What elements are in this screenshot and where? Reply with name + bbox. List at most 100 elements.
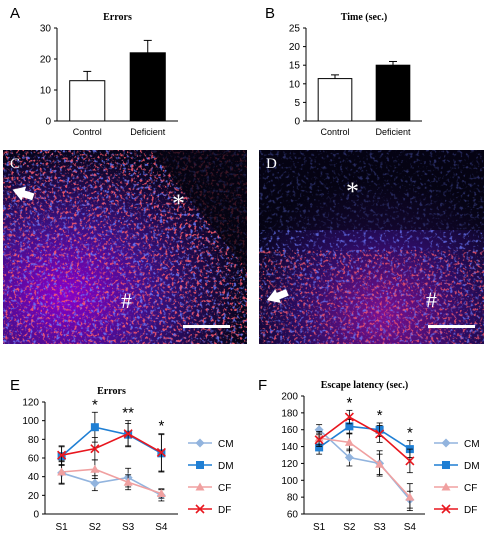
chart-b-ytick-label: 10 xyxy=(289,79,301,90)
chart-e-series-df-marker-df xyxy=(156,447,166,457)
chart-e-legend-dm-marker-dm xyxy=(196,461,204,469)
chart-e-series-df-marker-df xyxy=(123,429,133,439)
chart-e-series-df-line xyxy=(61,432,162,456)
chart-a-bar-control xyxy=(69,80,106,122)
chart-f-ytick-label: 120 xyxy=(281,459,298,470)
chart-f-series-df-marker-df xyxy=(344,412,354,422)
chart-f-ytick-label: 140 xyxy=(281,442,298,453)
chart-b-ytick-label: 15 xyxy=(289,61,301,72)
chart-f-ytick-label: 200 xyxy=(281,392,298,403)
chart-f-series-dm-marker-dm xyxy=(315,443,324,452)
scale-bar-d xyxy=(428,325,475,328)
chart-f-ytick-label: 160 xyxy=(281,425,298,436)
micrograph-c: C * # xyxy=(3,150,247,344)
chart-e-legend-cm-label: CM xyxy=(218,439,234,450)
chart-f-legend-cf-label: CF xyxy=(464,483,477,494)
chart-e-series-cm-line xyxy=(61,472,162,497)
chart-f-series-cm-marker-cm xyxy=(314,425,324,435)
chart-e-ytick-label: 20 xyxy=(28,491,40,502)
chart-f-legend-dm-marker-dm xyxy=(442,461,450,469)
chart-e-significance: ** xyxy=(122,405,134,422)
chart-e-series-cf-line xyxy=(61,468,162,495)
chart-f-series-df-marker-df xyxy=(405,456,415,466)
chart-f-legend-dm-label: DM xyxy=(464,461,480,472)
chart-f-ytick-label: 80 xyxy=(287,493,299,504)
chart-f-category-label: S4 xyxy=(404,522,417,533)
chart-f-significance: * xyxy=(407,425,413,442)
chart-f-series-cf-marker-cf xyxy=(405,492,415,501)
chart-a-title: Errors xyxy=(103,12,132,23)
micrograph-c-asterisk: * xyxy=(172,189,185,218)
chart-f-series-cm-marker-cm xyxy=(344,453,354,463)
chart-e-title: Errors xyxy=(97,386,126,397)
chart-e-ytick-label: 100 xyxy=(22,416,39,427)
chart-e-series-dm-marker-dm xyxy=(90,423,99,432)
chart-e-series-cm-marker-cm xyxy=(90,478,100,488)
chart-e-series-cf-marker-cf xyxy=(57,467,67,476)
chart-b-ytick-label: 25 xyxy=(289,24,301,35)
chart-f-category-label: S2 xyxy=(343,522,356,533)
chart-f-series-cf-marker-cf xyxy=(344,437,354,446)
chart-f-title: Escape latency (sec.) xyxy=(321,380,408,391)
chart-f-series-dm-marker-dm xyxy=(345,422,354,431)
arrow-c-icon xyxy=(12,186,35,201)
panel-letter-e: E xyxy=(10,377,20,394)
chart-f-series-df-marker-df xyxy=(314,435,324,445)
chart-f-legend-cm-marker-cm xyxy=(441,438,451,448)
arrow-d-icon xyxy=(266,289,289,304)
chart-e-legend-dm-label: DM xyxy=(218,461,234,472)
panel-letter-c: C xyxy=(10,156,20,172)
chart-b-ytick-label: 20 xyxy=(289,42,301,53)
chart-f-series-cf-marker-cf xyxy=(375,459,385,468)
chart-f-series-cf-line xyxy=(319,437,411,498)
chart-e-series-cf-marker-cf xyxy=(90,464,100,473)
chart-b-title: Time (sec.) xyxy=(341,12,387,23)
chart-f-series-df-marker-df xyxy=(375,429,385,439)
chart-a-category-label: Control xyxy=(73,127,102,137)
micrograph-d: D * # xyxy=(259,150,484,344)
chart-e-category-label: S2 xyxy=(89,522,102,533)
chart-f-escape-latency: Escape latency (sec.) 60 80 100 120 140 160 180… xyxy=(281,380,479,533)
panel-letter-b: B xyxy=(265,5,275,22)
chart-e-category-label: S4 xyxy=(155,522,168,533)
chart-f-legend-cf-marker-cf xyxy=(441,482,451,491)
chart-f-ytick-label: 60 xyxy=(287,510,299,521)
chart-a-errors: Errors 0 10 20 30 Control Deficient xyxy=(40,12,178,137)
chart-a-ytick-label: 10 xyxy=(40,86,52,97)
chart-e-ytick-label: 120 xyxy=(22,398,39,409)
chart-a-bar-deficient xyxy=(129,52,166,122)
chart-a-category-label: Deficient xyxy=(130,127,166,137)
chart-f-category-label: S1 xyxy=(313,522,326,533)
chart-f-legend-df-label: DF xyxy=(464,505,477,516)
chart-b-category-label: Control xyxy=(320,127,349,137)
chart-f-significance: * xyxy=(377,407,383,424)
chart-e-series-dm-line xyxy=(61,426,162,457)
chart-e-legend-cm-marker-cm xyxy=(195,438,205,448)
chart-f-category-label: S3 xyxy=(374,522,387,533)
chart-b-ytick-label: 0 xyxy=(294,117,300,128)
panel-letter-f: F xyxy=(258,377,267,394)
chart-f-series-df-line xyxy=(318,416,411,462)
chart-a-ytick-label: 20 xyxy=(40,55,52,66)
chart-e-legend-cf-marker-cf xyxy=(195,482,205,491)
chart-f-series-dm-line xyxy=(318,425,411,450)
micrograph-d-asterisk: * xyxy=(346,177,359,206)
chart-e-series-df-marker-df xyxy=(90,444,100,454)
chart-b-bar-control xyxy=(317,78,353,122)
chart-e-series-df-marker-df xyxy=(57,450,67,460)
chart-b-time: Time (sec.) 0 5 10 15 20 25 Control Deficient xyxy=(289,12,422,137)
chart-e-ytick-label: 0 xyxy=(33,510,39,521)
chart-e-legend-df-marker-df xyxy=(195,504,205,514)
panel-letter-d: D xyxy=(266,156,277,172)
chart-e-category-label: S3 xyxy=(122,522,135,533)
chart-b-bar-deficient xyxy=(375,64,411,122)
chart-f-significance: * xyxy=(346,394,352,411)
chart-a-ytick-label: 30 xyxy=(40,24,52,35)
scale-bar-c xyxy=(183,325,230,328)
panel-letter-a: A xyxy=(10,5,20,22)
chart-e-series-cf-marker-cf xyxy=(156,488,166,497)
micrograph-c-hash: # xyxy=(121,288,132,313)
chart-f-legend-df-marker-df xyxy=(441,504,451,514)
